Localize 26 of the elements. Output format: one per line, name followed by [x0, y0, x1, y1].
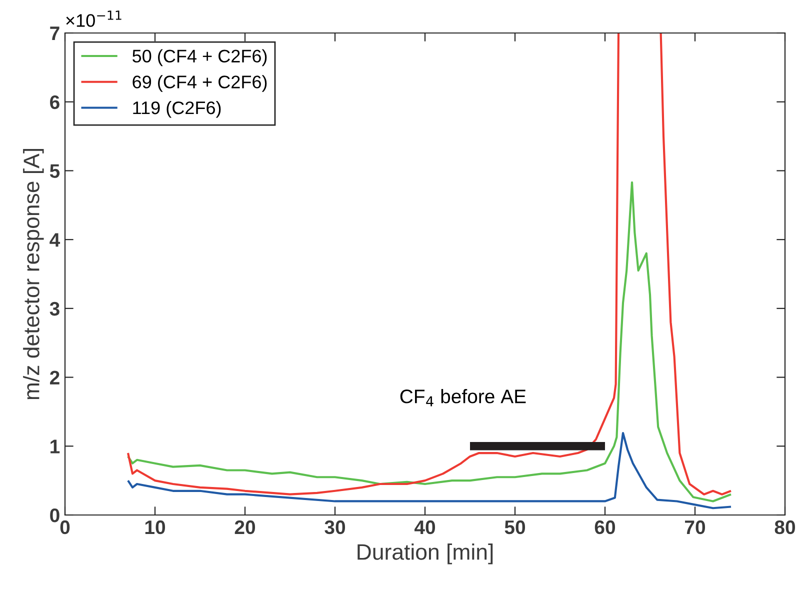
- annotation: CF$_{4}$ before AE: [400, 389, 526, 406]
- legend-label: 50 (CF4 + C2F6): [132, 49, 267, 66]
- x-tick-label: 0: [60, 520, 70, 534]
- x-tick-label: 20: [234, 520, 256, 534]
- legend-label: 69 (CF4 + C2F6): [132, 75, 267, 92]
- y-tick-label: 0: [50, 508, 60, 522]
- y-tick-label: 6: [50, 95, 60, 110]
- text: ×10$^{−11}$: [66, 10, 122, 27]
- x-tick-label: 70: [685, 520, 706, 534]
- line-series: [126, 181, 732, 502]
- x-tick-label: 80: [774, 520, 796, 534]
- x-tick-label: 60: [594, 520, 616, 534]
- legend-label: 119 (C2F6): [133, 100, 221, 118]
- y-tick-label: 3: [50, 302, 60, 316]
- y-axis-title: m/z detector response [A]: [23, 148, 44, 400]
- x-axis-title: Duration [min]: [358, 544, 493, 564]
- x-tick-label: 30: [324, 520, 346, 534]
- x-tick-label: 50: [504, 520, 526, 534]
- y-tick-label: 2: [50, 370, 60, 384]
- x-tick-label: 40: [414, 520, 436, 534]
- x-tick-label: 10: [145, 520, 166, 534]
- line-series: [126, 432, 732, 510]
- y-tick-label: 7: [50, 26, 60, 40]
- y-tick-label: 1: [50, 440, 60, 454]
- y-tick-label: 5: [50, 164, 60, 178]
- y-tick-label: 4: [50, 233, 60, 247]
